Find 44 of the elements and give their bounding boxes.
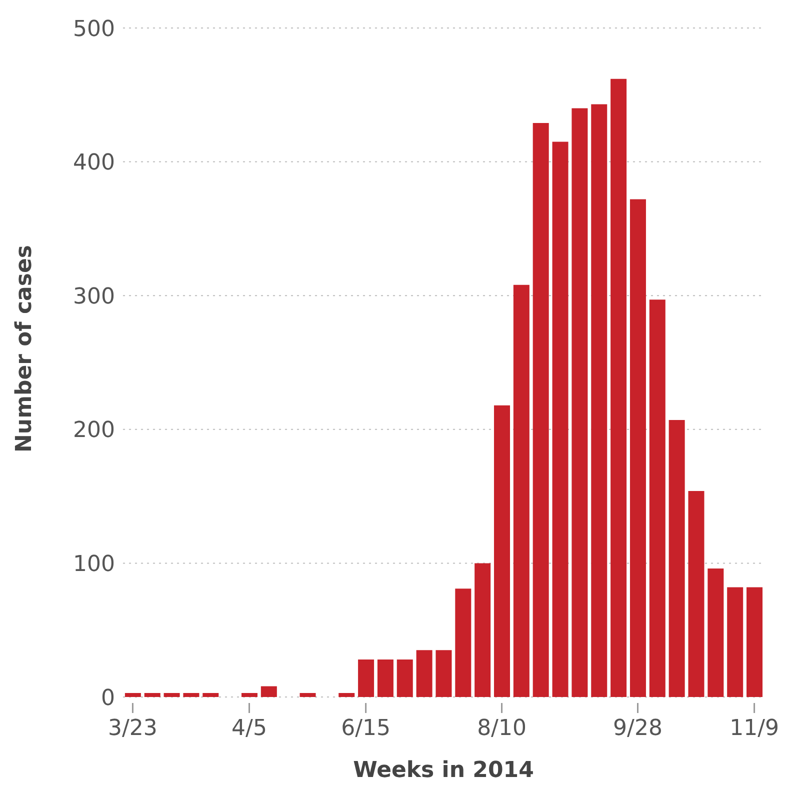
y-tick-label: 300 [73, 284, 115, 310]
bar [591, 104, 608, 697]
x-tick-label: 4/5 [232, 716, 267, 741]
bar [727, 587, 744, 697]
bar [358, 660, 374, 697]
bar [552, 142, 568, 697]
bar [532, 123, 549, 697]
x-tick-label: 8/10 [477, 716, 526, 741]
y-tick-label: 500 [73, 16, 115, 42]
bar [377, 660, 394, 697]
bar [164, 692, 180, 697]
x-tick-label: 3/23 [108, 716, 158, 741]
bar [455, 588, 472, 697]
bar [144, 692, 160, 697]
bar [300, 692, 316, 697]
x-tick-label: 6/15 [341, 716, 391, 741]
x-tick-label: 11/9 [730, 716, 779, 741]
bar [474, 563, 491, 697]
bar [183, 692, 200, 697]
bar [572, 108, 588, 697]
bar [649, 300, 666, 697]
bar [436, 650, 452, 697]
bar [416, 650, 432, 697]
bar [708, 568, 724, 697]
bar [124, 692, 141, 697]
y-tick-label: 100 [73, 552, 115, 578]
bar [202, 692, 219, 697]
y-tick-label: 400 [73, 150, 115, 176]
bar [338, 692, 355, 697]
x-tick-label: 9/28 [613, 716, 662, 741]
bar [396, 660, 413, 697]
bar [610, 78, 627, 697]
y-tick-label: 200 [73, 418, 115, 444]
bar [630, 199, 646, 697]
y-tick-label: 0 [101, 686, 115, 711]
bar [688, 490, 704, 697]
bar [260, 686, 277, 697]
y-axis-title: Number of cases [12, 244, 37, 452]
bar [668, 420, 685, 697]
x-axis-title: Weeks in 2014 [353, 758, 534, 783]
bar [746, 587, 763, 697]
bar [494, 405, 510, 697]
bar [241, 692, 258, 697]
bar [513, 284, 530, 697]
